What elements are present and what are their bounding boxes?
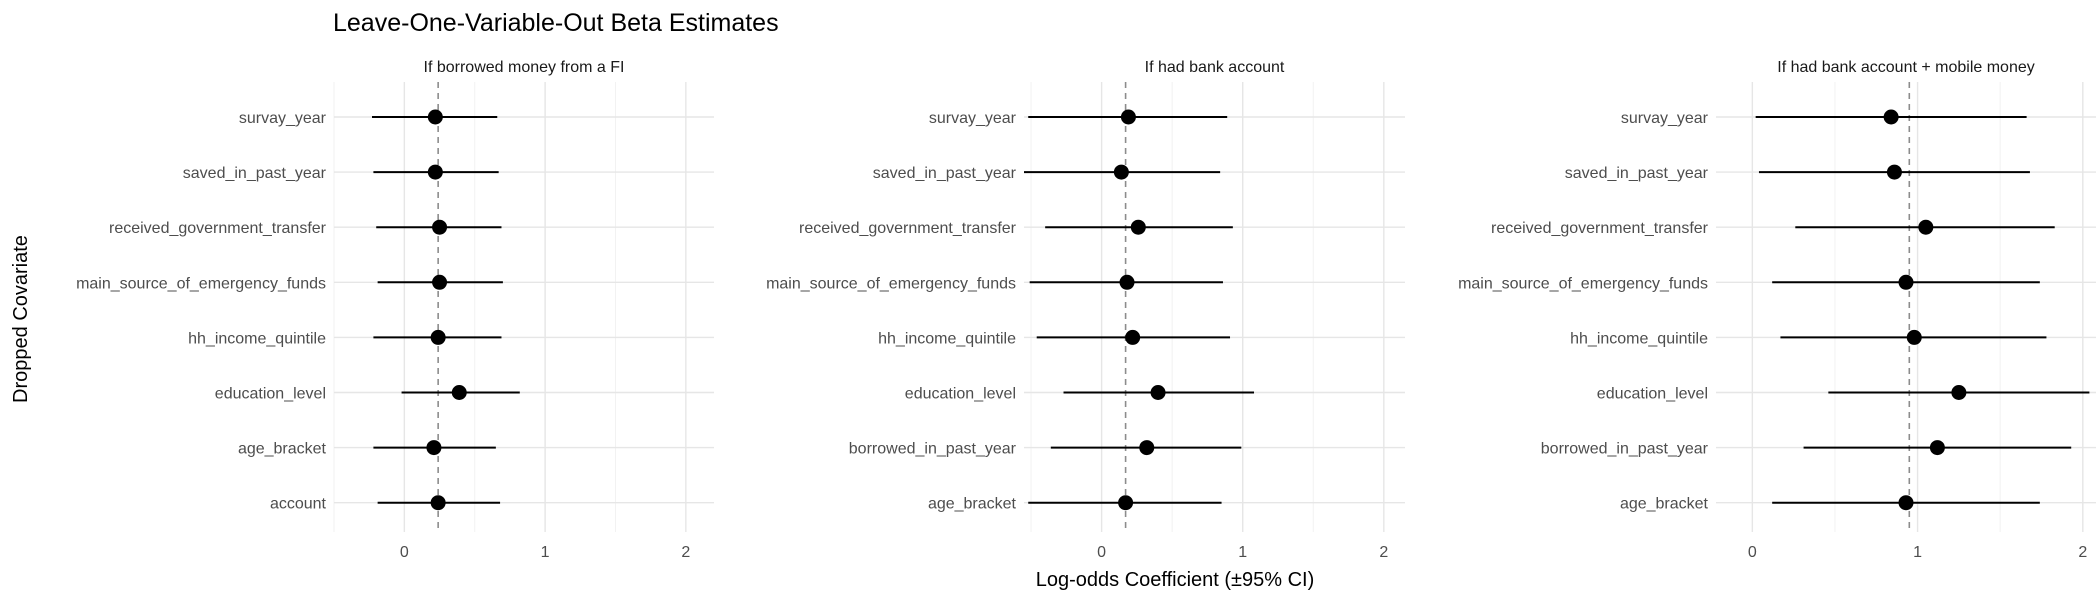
estimate-point <box>1918 219 1934 235</box>
y-tick-label: main_source_of_emergency_funds <box>766 275 1016 292</box>
estimate-point <box>1150 385 1166 400</box>
y-tick-label: main_source_of_emergency_funds <box>1458 275 1708 292</box>
estimate-point <box>1906 329 1922 345</box>
y-tick-label: survay_year <box>239 110 327 127</box>
y-tick-label: saved_in_past_year <box>1565 165 1709 182</box>
estimate-point <box>1130 219 1146 235</box>
y-tick-label: survay_year <box>929 110 1017 127</box>
y-tick-label: age_bracket <box>928 496 1017 513</box>
y-tick-label: age_bracket <box>238 441 327 458</box>
estimate-point <box>1929 440 1945 456</box>
y-tick-label: education_level <box>1597 386 1708 403</box>
y-tick-label: borrowed_in_past_year <box>849 441 1017 458</box>
estimate-point <box>1125 329 1141 345</box>
panel-title: If had bank account + mobile money <box>1777 59 2035 76</box>
facet-panels: If borrowed money from a FI 0 1 2 survay_yea… <box>76 59 2096 561</box>
estimate-point <box>430 495 446 511</box>
y-tick-label: received_government_transfer <box>109 220 327 237</box>
panel-title: If borrowed money from a FI <box>424 59 625 76</box>
estimate-point <box>432 274 448 290</box>
estimate-point <box>1139 440 1155 456</box>
x-tick-label: 0 <box>1748 544 1757 561</box>
x-tick-label: 2 <box>1379 544 1388 561</box>
estimate-point <box>430 329 446 345</box>
y-tick-label: saved_in_past_year <box>873 165 1017 182</box>
estimate-point <box>1898 495 1914 511</box>
estimate-point <box>427 109 443 125</box>
x-tick-label: 0 <box>400 544 409 561</box>
figure-title: Leave-One-Variable-Out Beta Estimates <box>333 9 779 37</box>
estimate-point <box>427 164 443 180</box>
x-tick-label: 2 <box>681 544 690 561</box>
y-tick-label: main_source_of_emergency_funds <box>76 275 326 292</box>
panel: If had bank account 0 1 2 survay_year saved_i… <box>766 59 1405 561</box>
estimate-point <box>432 219 448 235</box>
estimate-point <box>1118 495 1134 511</box>
estimate-point <box>426 440 442 456</box>
y-tick-label: hh_income_quintile <box>188 330 326 347</box>
estimate-point <box>1113 164 1129 180</box>
estimate-point <box>1120 109 1136 125</box>
panel-title: If had bank account <box>1145 59 1285 76</box>
x-tick-label: 1 <box>541 544 550 561</box>
estimate-point <box>1886 164 1902 180</box>
panel: If had bank account + mobile money 0 1 2 sur… <box>1458 59 2096 561</box>
estimate-point <box>1951 385 1967 400</box>
panel: If borrowed money from a FI 0 1 2 survay_yea… <box>76 59 714 561</box>
y-tick-label: education_level <box>905 386 1016 403</box>
x-tick-label: 1 <box>1913 544 1922 561</box>
x-tick-label: 2 <box>2078 544 2087 561</box>
x-tick-label: 1 <box>1238 544 1247 561</box>
y-tick-label: borrowed_in_past_year <box>1541 441 1709 458</box>
y-tick-label: account <box>270 496 327 513</box>
estimate-point <box>1883 109 1899 125</box>
x-tick-label: 0 <box>1097 544 1106 561</box>
estimate-point <box>451 385 467 400</box>
y-tick-label: survay_year <box>1621 110 1709 127</box>
y-tick-label: received_government_transfer <box>799 220 1017 237</box>
y-tick-label: age_bracket <box>1620 496 1709 513</box>
y-tick-label: hh_income_quintile <box>1570 330 1708 347</box>
y-tick-label: education_level <box>215 386 326 403</box>
y-axis-title: Dropped Covariate <box>10 235 32 403</box>
y-tick-label: saved_in_past_year <box>183 165 327 182</box>
y-tick-label: hh_income_quintile <box>878 330 1016 347</box>
y-tick-label: received_government_transfer <box>1491 220 1709 237</box>
estimate-point <box>1119 274 1135 290</box>
x-axis-title: Log-odds Coefficient (±95% CI) <box>1036 569 1315 591</box>
estimate-point <box>1898 274 1914 290</box>
